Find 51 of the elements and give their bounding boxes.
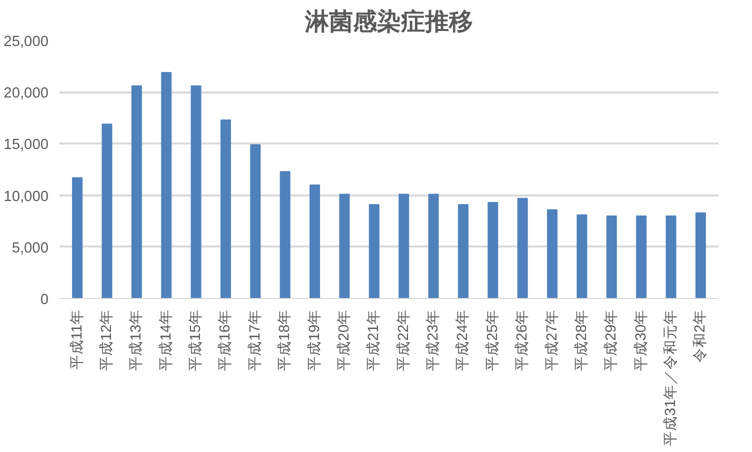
x-tick-label: 平成26年 (514, 309, 531, 371)
x-tick-label: 平成25年 (484, 309, 501, 371)
y-tick-label: 15,000 (4, 137, 48, 154)
y-tick-label: 0 (40, 292, 49, 308)
y-tick-label: 10,000 (4, 188, 48, 205)
chart-title: 淋菌感染症推移 (304, 8, 473, 36)
x-tick-label: 平成30年 (632, 309, 650, 371)
x-tick-label: 平成14年 (157, 309, 174, 371)
bar (636, 215, 647, 298)
bar (339, 194, 350, 298)
x-tick-label: 平成24年 (454, 309, 472, 371)
x-tick-label: 平成20年 (335, 309, 352, 371)
bar (368, 204, 380, 298)
bar (398, 194, 410, 298)
y-tick-label: 5,000 (12, 240, 49, 256)
bar (488, 202, 498, 298)
bar (547, 209, 558, 298)
y-tick-label: 20,000 (4, 86, 48, 102)
x-tick-label: 平成22年 (394, 309, 412, 371)
bar (131, 85, 142, 298)
x-tick-label: 平成17年 (246, 309, 264, 371)
x-tick-label: 平成13年 (128, 309, 145, 371)
y-tick-label: 25,000 (4, 34, 48, 50)
bar (220, 119, 231, 298)
bar (102, 124, 112, 298)
bar (280, 171, 290, 298)
bar (695, 212, 706, 298)
x-tick-label: 平成23年 (424, 309, 442, 371)
x-tick-label: 平成18年 (276, 309, 294, 371)
bar (250, 144, 261, 298)
x-tick-label: 平成21年 (365, 309, 382, 371)
bar (161, 72, 172, 298)
x-tick-label: 令和2年 (692, 309, 709, 363)
x-tick-label: 平成15年 (187, 309, 204, 371)
x-tick-label: 平成31年／令和元年 (662, 309, 680, 446)
x-tick-label: 平成27年 (543, 309, 560, 371)
x-tick-label: 平成16年 (216, 309, 234, 371)
x-tick-label: 平成11年 (68, 309, 86, 370)
x-tick-label: 平成29年 (602, 309, 620, 371)
x-tick-label: 平成19年 (306, 309, 323, 371)
bar (458, 204, 468, 298)
bar (576, 214, 588, 298)
bar (517, 198, 528, 298)
x-tick-label: 平成12年 (98, 309, 115, 371)
x-tick-label: 平成28年 (572, 309, 590, 371)
bar (666, 215, 676, 298)
bar (606, 215, 617, 298)
bar (190, 85, 202, 298)
bar (310, 184, 320, 298)
bar (72, 177, 83, 298)
bar (428, 194, 439, 298)
